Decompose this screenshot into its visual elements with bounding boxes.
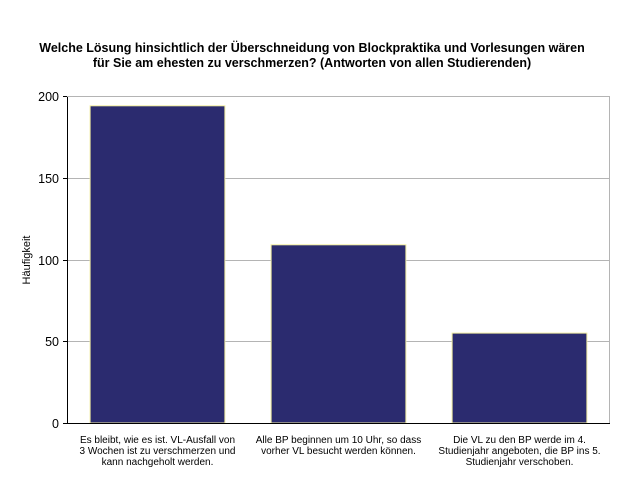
chart-title-line: für Sie am ehesten zu verschmerzen? (Ant…: [93, 56, 531, 70]
chart-title-line: Welche Lösung hinsichtlich der Überschne…: [39, 40, 584, 55]
category-label-line: Es bleibt, wie es ist. VL-Ausfall von: [80, 435, 235, 446]
category-label-line: vorher VL besucht werden können.: [261, 446, 416, 457]
y-tick-label: 150: [38, 172, 59, 186]
y-tick-label: 0: [52, 417, 59, 431]
category-label-line: Die VL zu den BP werde im 4.: [453, 435, 586, 446]
y-tick-label: 200: [38, 90, 59, 104]
category-label-line: Alle BP beginnen um 10 Uhr, so dass: [256, 435, 421, 446]
category-label-line: Studienjahr verschoben.: [466, 457, 574, 468]
y-tick-label: 50: [45, 335, 59, 349]
category-label-line: Studienjahr angeboten, die BP ins 5.: [438, 446, 600, 457]
bar: [451, 332, 588, 424]
y-tick-label: 100: [38, 254, 59, 268]
category-label: Es bleibt, wie es ist. VL-Ausfall von 3 W…: [79, 435, 235, 468]
y-tick-labels: 0 50 100 150 200: [38, 90, 67, 431]
category-label: Die VL zu den BP werde im 4. Studienjahr …: [438, 435, 600, 468]
bars: [89, 105, 588, 424]
y-axis-title: Häufigkeit: [21, 236, 33, 285]
axes: [67, 96, 610, 424]
category-label-line: 3 Wochen ist zu verschmerzen und: [79, 446, 235, 457]
bar: [89, 105, 226, 424]
category-label: Alle BP beginnen um 10 Uhr, so dass vorhe…: [256, 435, 421, 457]
category-labels: Es bleibt, wie es ist. VL-Ausfall von 3 W…: [79, 435, 600, 468]
bar: [270, 244, 407, 424]
chart-title: Welche Lösung hinsichtlich der Überschne…: [39, 40, 584, 70]
category-label-line: kann nachgeholt werden.: [102, 457, 214, 468]
